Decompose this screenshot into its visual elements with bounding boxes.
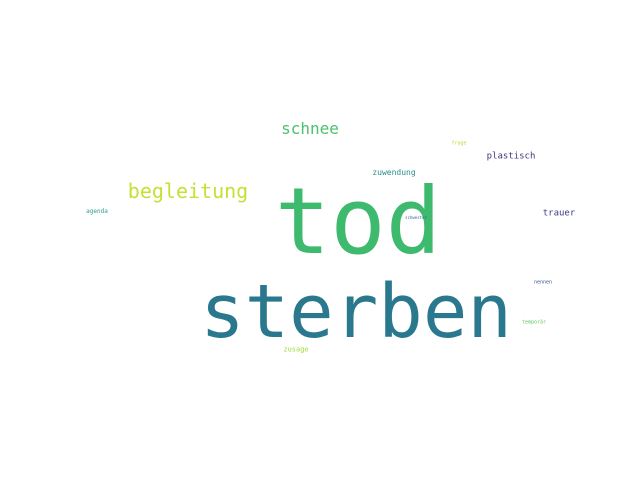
word-schwester: schwester: [405, 215, 427, 220]
word-zusage: zusage: [283, 345, 309, 354]
word-tod: tod: [274, 168, 442, 275]
word-temporaer: temporär: [521, 319, 547, 326]
word-trauer: trauer: [542, 208, 576, 219]
word-agenda: agenda: [86, 208, 108, 215]
word-schnee: schnee: [281, 119, 339, 138]
word-begleitung: begleitung: [127, 179, 249, 203]
word-nennen: nennen: [533, 279, 553, 286]
word-frage: frage: [451, 140, 467, 147]
word-plastisch: plastisch: [486, 151, 536, 162]
word-sterben: sterben: [200, 269, 512, 355]
word-zuwendung: zuwendung: [372, 168, 416, 177]
